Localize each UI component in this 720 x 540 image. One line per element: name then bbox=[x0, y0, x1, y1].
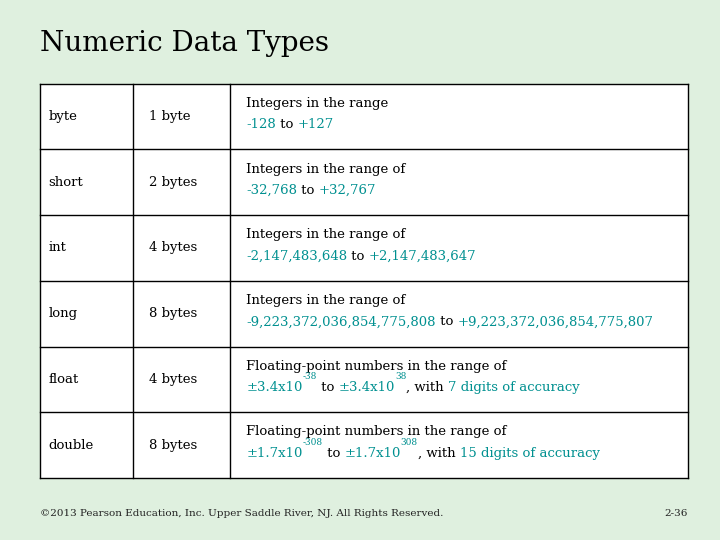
Text: to: to bbox=[317, 381, 338, 394]
Text: to: to bbox=[297, 184, 319, 197]
Text: +9,223,372,036,854,775,807: +9,223,372,036,854,775,807 bbox=[457, 315, 653, 328]
Text: +32,767: +32,767 bbox=[319, 184, 377, 197]
Text: Numeric Data Types: Numeric Data Types bbox=[40, 30, 328, 57]
Text: -32,768: -32,768 bbox=[246, 184, 297, 197]
Text: -38: -38 bbox=[302, 372, 317, 381]
Text: 4 bytes: 4 bytes bbox=[149, 373, 197, 386]
Text: 7 digits of accuracy: 7 digits of accuracy bbox=[449, 381, 580, 394]
Text: 38: 38 bbox=[395, 372, 406, 381]
Text: ©2013 Pearson Education, Inc. Upper Saddle River, NJ. All Rights Reserved.: ©2013 Pearson Education, Inc. Upper Sadd… bbox=[40, 509, 443, 518]
Text: byte: byte bbox=[48, 110, 77, 123]
Text: long: long bbox=[48, 307, 77, 320]
Text: Integers in the range: Integers in the range bbox=[246, 97, 389, 110]
Text: +127: +127 bbox=[297, 118, 334, 131]
Text: short: short bbox=[48, 176, 83, 189]
Text: to: to bbox=[276, 118, 297, 131]
Text: -2,147,483,648: -2,147,483,648 bbox=[246, 250, 347, 263]
Text: -9,223,372,036,854,775,808: -9,223,372,036,854,775,808 bbox=[246, 315, 436, 328]
Text: Integers in the range of: Integers in the range of bbox=[246, 228, 405, 241]
Text: , with: , with bbox=[406, 381, 449, 394]
Text: 1 byte: 1 byte bbox=[149, 110, 191, 123]
Text: -128: -128 bbox=[246, 118, 276, 131]
Text: int: int bbox=[48, 241, 66, 254]
Text: to: to bbox=[323, 447, 344, 460]
Text: ±1.7x10: ±1.7x10 bbox=[246, 447, 302, 460]
Text: 2-36: 2-36 bbox=[665, 509, 688, 518]
Text: ±3.4x10: ±3.4x10 bbox=[338, 381, 395, 394]
Text: Integers in the range of: Integers in the range of bbox=[246, 163, 405, 176]
Text: +2,147,483,647: +2,147,483,647 bbox=[369, 250, 477, 263]
Text: 8 bytes: 8 bytes bbox=[149, 438, 197, 451]
Text: 15 digits of accuracy: 15 digits of accuracy bbox=[460, 447, 600, 460]
Text: double: double bbox=[48, 438, 94, 451]
Text: to: to bbox=[347, 250, 369, 263]
Text: Floating-point numbers in the range of: Floating-point numbers in the range of bbox=[246, 426, 507, 438]
Text: Floating-point numbers in the range of: Floating-point numbers in the range of bbox=[246, 360, 507, 373]
Text: 8 bytes: 8 bytes bbox=[149, 307, 197, 320]
Bar bbox=[40, 84, 688, 478]
Text: -308: -308 bbox=[302, 438, 323, 447]
Text: 4 bytes: 4 bytes bbox=[149, 241, 197, 254]
Text: 308: 308 bbox=[401, 438, 418, 447]
Text: to: to bbox=[436, 315, 457, 328]
Text: , with: , with bbox=[418, 447, 460, 460]
Text: Integers in the range of: Integers in the range of bbox=[246, 294, 405, 307]
Text: ±1.7x10: ±1.7x10 bbox=[344, 447, 401, 460]
Text: float: float bbox=[48, 373, 78, 386]
Text: ±3.4x10: ±3.4x10 bbox=[246, 381, 302, 394]
Text: 2 bytes: 2 bytes bbox=[149, 176, 197, 189]
